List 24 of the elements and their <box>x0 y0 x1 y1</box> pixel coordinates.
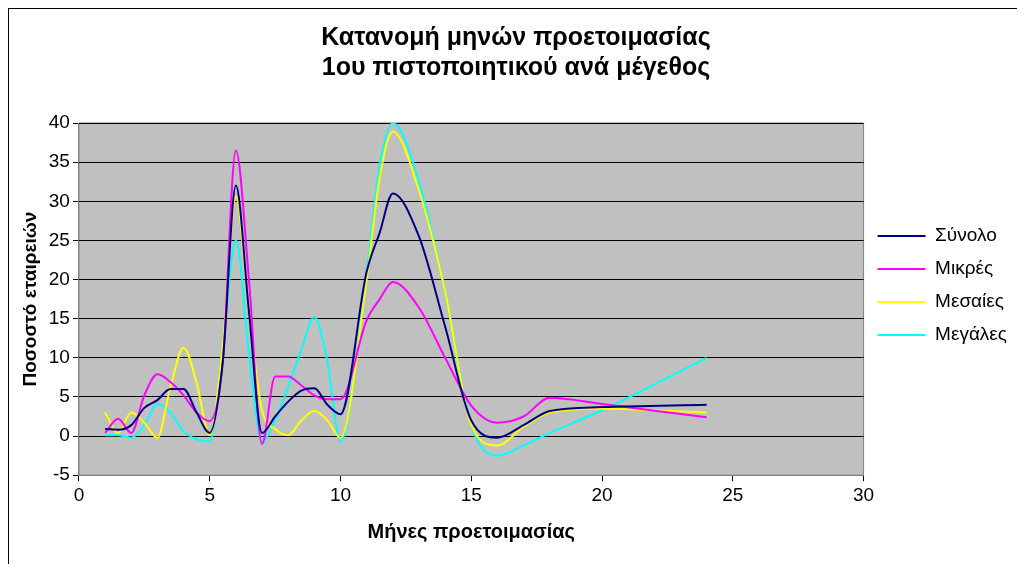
y-tick-label: 25 <box>48 228 70 250</box>
y-tick-label: 35 <box>48 150 70 172</box>
x-tick-label: 30 <box>853 483 875 505</box>
y-tick-label: -5 <box>53 463 70 485</box>
legend-label: Μεσαίες <box>935 290 1004 312</box>
y-tick-label: 40 <box>48 111 70 133</box>
y-tick-label: 5 <box>59 385 70 407</box>
legend-label: Μεγάλες <box>935 323 1008 345</box>
y-axis-title: Ποσοστό εταιρειών <box>18 211 40 387</box>
y-tick-label: 20 <box>48 267 70 289</box>
y-tick-label: 10 <box>48 346 70 368</box>
x-tick-label: 20 <box>591 483 613 505</box>
legend-label: Σύνολο <box>935 224 997 246</box>
x-tick-label: 10 <box>329 483 352 505</box>
chart-title: Κατανομή μηνών προετοιμασίας 1ου πιστοποιητικού ανά μέγεθος <box>321 21 711 81</box>
y-tick-label: 0 <box>59 424 70 446</box>
legend-label: Μικρές <box>935 257 994 279</box>
x-tick-label: 25 <box>722 483 744 505</box>
x-tick-label: 5 <box>204 483 215 505</box>
y-tick-label: 15 <box>48 306 70 328</box>
x-tick-label: 15 <box>460 483 482 505</box>
x-axis-title: Μήνες προετοιμασίας <box>367 519 575 542</box>
y-tick-label: 30 <box>48 189 70 211</box>
x-tick-label: 0 <box>73 483 85 505</box>
